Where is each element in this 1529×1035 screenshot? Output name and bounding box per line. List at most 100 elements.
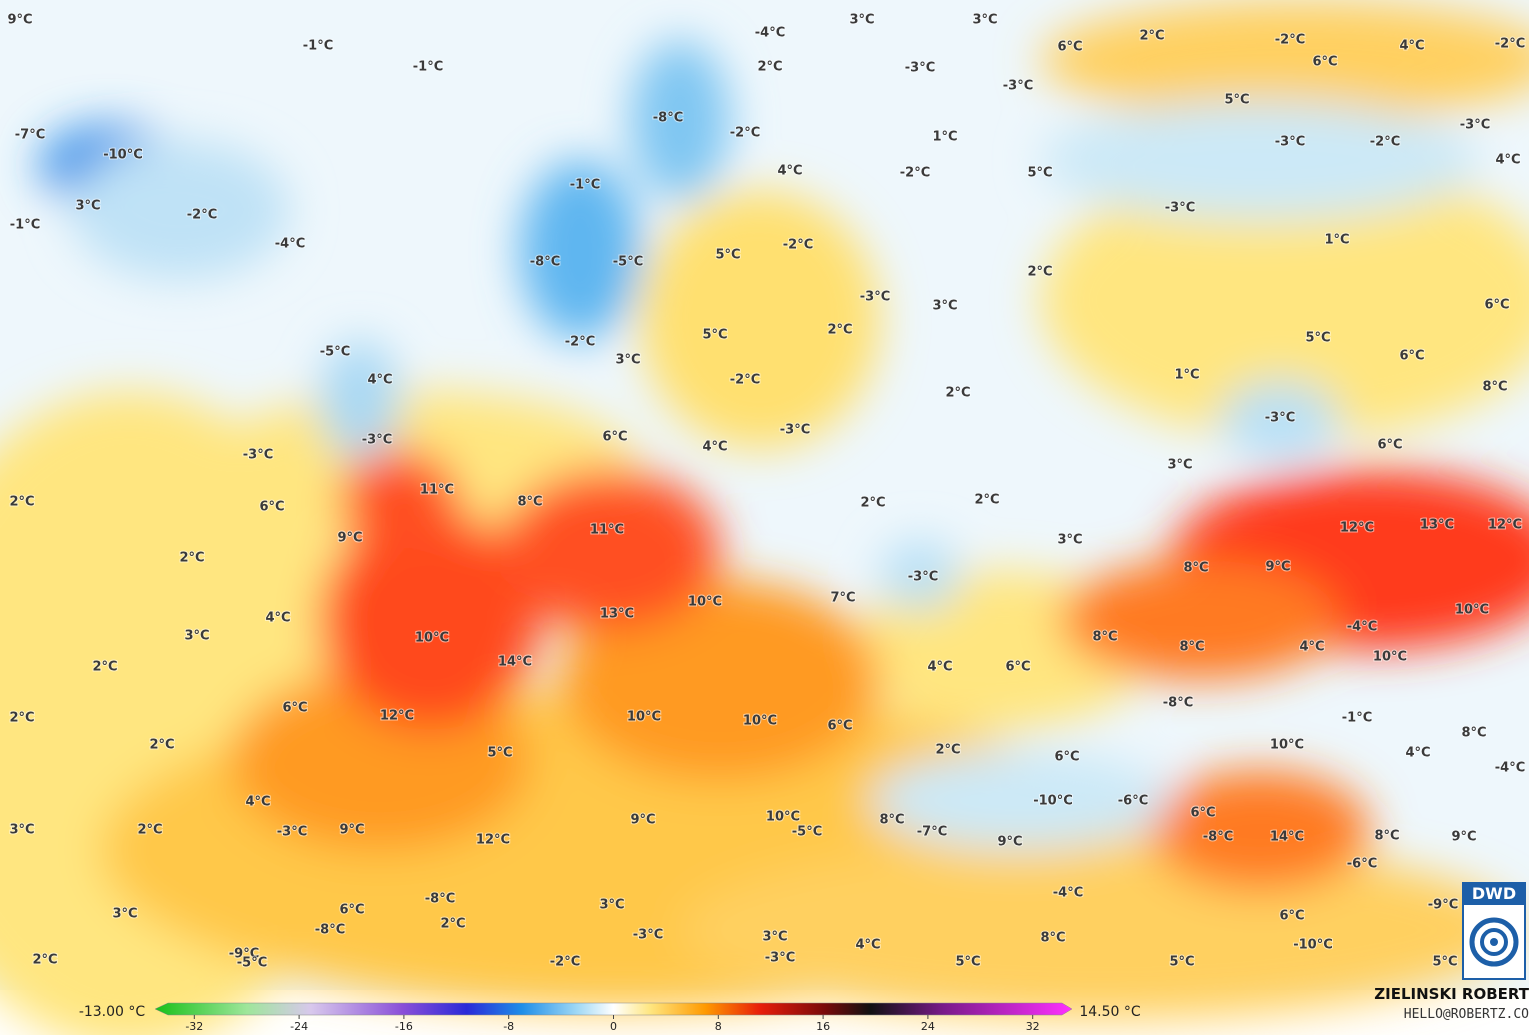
temperature-label: 3°C	[112, 907, 137, 922]
temperature-label: 4°C	[1299, 640, 1324, 655]
temperature-label: 2°C	[860, 496, 885, 511]
temperature-label: 6°C	[1312, 55, 1337, 70]
temperature-label: -3°C	[243, 448, 273, 463]
temperature-label: 11°C	[420, 483, 454, 498]
temperature-label: 3°C	[9, 823, 34, 838]
temperature-label: 1°C	[932, 130, 957, 145]
temperature-label: 2°C	[179, 551, 204, 566]
temperature-label: -6°C	[1118, 794, 1148, 809]
colorbar-tick-label: -32	[185, 1020, 203, 1033]
temperature-label: -1°C	[1342, 711, 1372, 726]
colorbar-max: 14.50 °C	[1079, 1004, 1141, 1020]
temperature-label: 3°C	[972, 13, 997, 28]
temperature-label: -1°C	[303, 39, 333, 54]
temperature-label: 10°C	[627, 710, 661, 725]
temperature-labels: 9°C -1°C -1°C -4°C 3°C 3°C 6°C 2°C -2°C 4°C -2°C 6°…	[6, 12, 1526, 972]
colorbar-ramp	[154, 1002, 1073, 1016]
temperature-label: -3°C	[633, 928, 663, 943]
temperature-label: -2°C	[1495, 37, 1525, 52]
temperature-label: -3°C	[908, 570, 938, 585]
temperature-label: -2°C	[900, 166, 930, 181]
temperature-label: -4°C	[275, 237, 305, 252]
temperature-label: -3°C	[1275, 135, 1305, 150]
temperature-label: 3°C	[1057, 533, 1082, 548]
temperature-label: 5°C	[1027, 166, 1052, 181]
temperature-label: 9°C	[1265, 560, 1290, 575]
temperature-label: 2°C	[440, 917, 465, 932]
colorbar-tick-label: -24	[290, 1020, 308, 1033]
temperature-label: 10°C	[743, 714, 777, 729]
temperature-label: 2°C	[1027, 265, 1052, 280]
temperature-label: 2°C	[974, 493, 999, 508]
temperature-label: -5°C	[792, 825, 822, 840]
temperature-label: -3°C	[1460, 118, 1490, 133]
temperature-label: 4°C	[777, 164, 802, 179]
temperature-label: 6°C	[1399, 349, 1424, 364]
temperature-label: 4°C	[1495, 153, 1520, 168]
temperature-label: 6°C	[259, 500, 284, 515]
colorbar-tick-label: -8	[503, 1020, 514, 1033]
temperature-label: 12°C	[1340, 521, 1374, 536]
temperature-label: -3°C	[277, 825, 307, 840]
temperature-label: 2°C	[9, 711, 34, 726]
temperature-label: -3°C	[860, 290, 890, 305]
temperature-label: -2°C	[550, 955, 580, 970]
temperature-label: 2°C	[92, 660, 117, 675]
temperature-label: 8°C	[1183, 561, 1208, 576]
temperature-label: 4°C	[855, 938, 880, 953]
temperature-label: 10°C	[415, 631, 449, 646]
temperature-label: 9°C	[337, 531, 362, 546]
temperature-label: -9°C	[229, 947, 259, 962]
temperature-label: -8°C	[653, 111, 683, 126]
logo: DWD	[1462, 882, 1526, 980]
temperature-label: 2°C	[9, 495, 34, 510]
temperature-label: -2°C	[783, 238, 813, 253]
temperature-label: 4°C	[927, 660, 952, 675]
temperature-label: 2°C	[945, 386, 970, 401]
temperature-label: 3°C	[184, 629, 209, 644]
temperature-label: 5°C	[1305, 331, 1330, 346]
temperature-label: 7°C	[830, 591, 855, 606]
temperature-label: -3°C	[905, 61, 935, 76]
temperature-label: 6°C	[1005, 660, 1030, 675]
temperature-label: 8°C	[1040, 931, 1065, 946]
temperature-label: -1°C	[570, 178, 600, 193]
temperature-label: 3°C	[1167, 458, 1192, 473]
temperature-label: -10°C	[103, 148, 143, 163]
temperature-label: 4°C	[1405, 746, 1430, 761]
temperature-label: -4°C	[755, 26, 785, 41]
temperature-label: 3°C	[599, 898, 624, 913]
colorbar-tick-label: -16	[395, 1020, 413, 1033]
temperature-label: 3°C	[849, 13, 874, 28]
temperature-label: 12°C	[476, 833, 510, 848]
temperature-label: 6°C	[1279, 909, 1304, 924]
email: HELLO@ROBERTZ.CO	[1404, 1007, 1529, 1022]
temperature-label: 5°C	[487, 746, 512, 761]
temperature-label: 4°C	[265, 611, 290, 626]
temperature-label: 5°C	[955, 955, 980, 970]
temperature-label: 4°C	[245, 795, 270, 810]
temperature-label: 13°C	[600, 607, 634, 622]
temperature-label: 8°C	[1461, 726, 1486, 741]
temperature-label: 6°C	[602, 430, 627, 445]
temperature-label: -4°C	[1347, 620, 1377, 635]
temperature-label: 9°C	[1451, 830, 1476, 845]
temperature-label: -8°C	[530, 255, 560, 270]
temperature-label: -3°C	[780, 423, 810, 438]
temperature-label: 14°C	[1270, 830, 1304, 845]
temperature-label: 10°C	[766, 810, 800, 825]
temperature-label: -5°C	[320, 345, 350, 360]
temperature-label: -10°C	[1293, 938, 1333, 953]
temperature-label: 5°C	[1169, 955, 1194, 970]
temperature-label: -8°C	[1163, 696, 1193, 711]
temperature-label: 10°C	[1455, 603, 1489, 618]
temperature-label: -7°C	[15, 128, 45, 143]
colorbar-tick-label: 8	[715, 1020, 722, 1033]
temperature-label: 2°C	[1139, 29, 1164, 44]
temperature-label: 6°C	[1054, 750, 1079, 765]
temperature-label: -2°C	[1275, 33, 1305, 48]
temperature-label: 6°C	[1190, 806, 1215, 821]
temperature-label: 4°C	[702, 440, 727, 455]
temperature-label: 2°C	[827, 323, 852, 338]
